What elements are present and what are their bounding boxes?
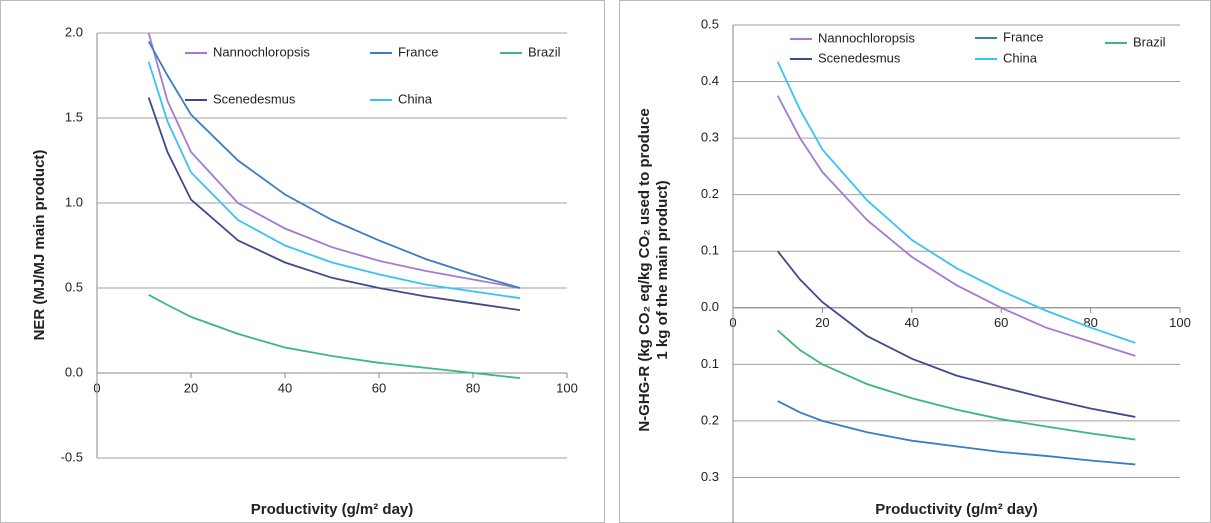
legend-label: Scenedesmus [213, 91, 296, 106]
legend-label: China [398, 91, 433, 106]
y-tick-label: 2.0 [65, 24, 83, 39]
x-tick-label: 60 [994, 315, 1008, 330]
x-tick-label: 100 [556, 380, 578, 395]
x-axis-title: Productivity (g/m² day) [875, 501, 1038, 518]
legend-label: Scenedesmus [818, 50, 901, 65]
y-tick-label: 0.4 [701, 73, 719, 88]
y-tick-label: 0.1 [701, 356, 719, 371]
panel-frame [0, 0, 605, 523]
data-line [777, 400, 1136, 466]
y-tick-label: 0.5 [65, 279, 83, 294]
data-line [147, 97, 521, 311]
y-tick-label: -0.5 [61, 449, 83, 464]
legend-label: Nannochloropsis [213, 44, 310, 59]
y-tick-label: 0.0 [701, 299, 719, 314]
legend-label: Brazil [1133, 34, 1166, 49]
data-line [148, 294, 521, 379]
data-line [776, 250, 1136, 418]
y-tick-label: 0.2 [701, 186, 719, 201]
legend-label: France [398, 44, 438, 59]
y-axis-title: N-GHG-R (kg CO₂ eq/kg CO₂ used to produc… [636, 108, 653, 431]
y-axis-title: NER (MJ/MJ main product) [31, 150, 48, 341]
y-tick-label: 0.0 [65, 364, 83, 379]
y-tick-label: 0.3 [701, 469, 719, 484]
x-tick-label: 100 [1169, 315, 1191, 330]
legend-label: France [1003, 29, 1043, 44]
y-tick-label: 0.2 [701, 412, 719, 427]
y-tick-label: 0.1 [701, 243, 719, 258]
data-line [777, 329, 1136, 441]
y-tick-label: 0.3 [701, 130, 719, 145]
y-tick-label: 1.0 [65, 194, 83, 209]
data-line [147, 61, 521, 300]
x-tick-label: 40 [905, 315, 919, 330]
x-tick-label: 20 [184, 380, 198, 395]
x-tick-label: 40 [278, 380, 292, 395]
data-line [147, 41, 521, 289]
x-axis-title: Productivity (g/m² day) [251, 501, 414, 518]
x-tick-label: 80 [466, 380, 480, 395]
y-tick-label: 1.5 [65, 109, 83, 124]
data-line [147, 32, 521, 289]
x-tick-label: 60 [372, 380, 386, 395]
legend-label: Nannochloropsis [818, 30, 915, 45]
legend-label: Brazil [528, 44, 561, 59]
y-axis-title: 1 kg of the main product) [654, 180, 671, 359]
y-tick-label: 0.5 [701, 16, 719, 31]
legend-label: China [1003, 50, 1038, 65]
x-tick-label: 20 [815, 315, 829, 330]
data-line [776, 95, 1136, 357]
data-line [776, 61, 1136, 344]
